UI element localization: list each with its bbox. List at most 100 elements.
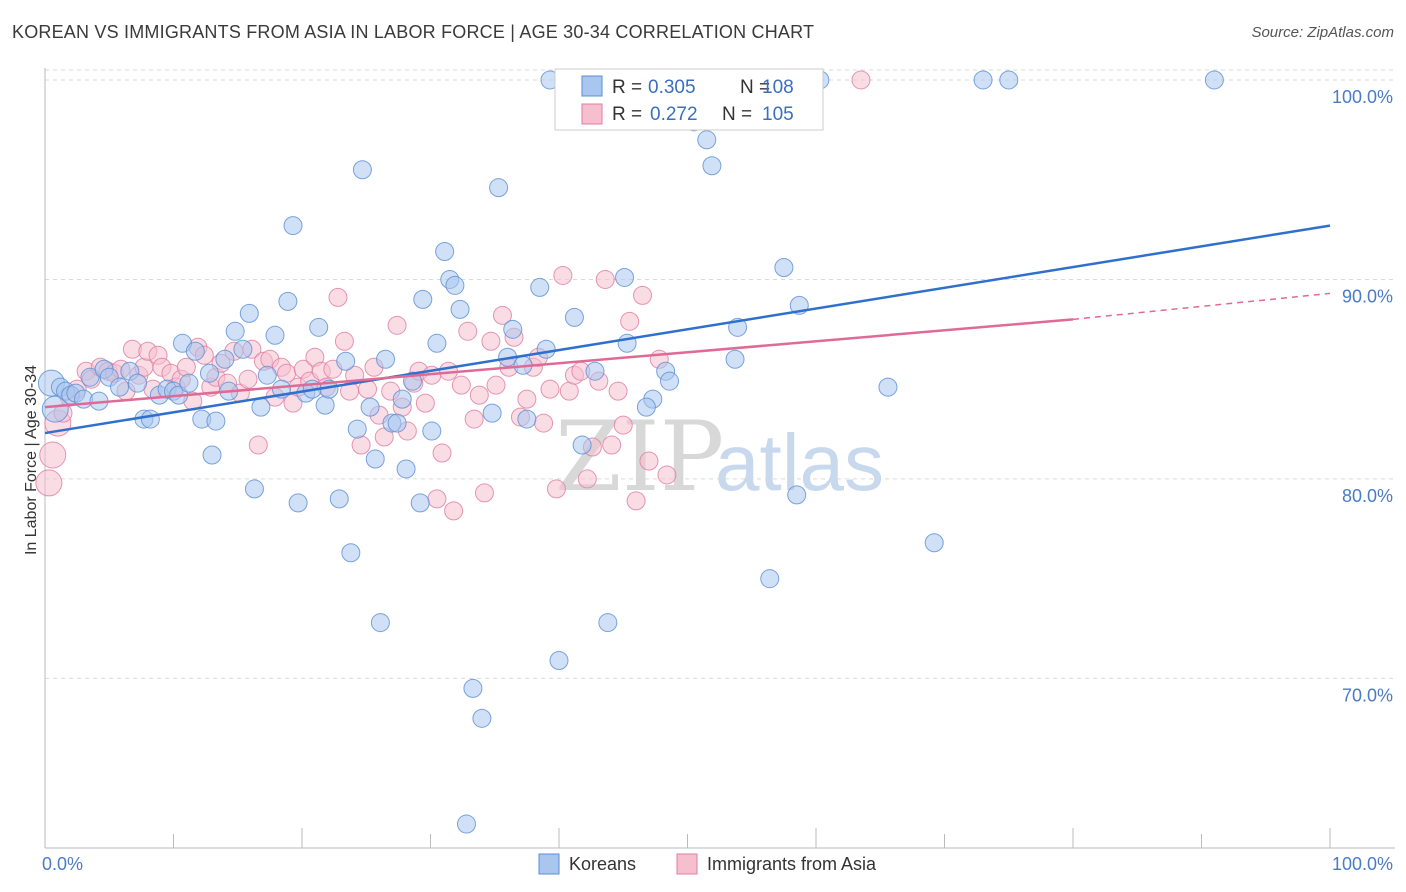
korean-point bbox=[530, 277, 550, 297]
korean-point bbox=[239, 303, 259, 323]
korean-point bbox=[445, 275, 465, 295]
korean-point bbox=[341, 543, 361, 563]
korean-point bbox=[392, 389, 412, 409]
asia-point bbox=[474, 483, 494, 503]
korean-point bbox=[225, 321, 245, 341]
x-tick-label-min: 0.0% bbox=[42, 854, 83, 874]
korean-point bbox=[376, 349, 396, 369]
korean-point bbox=[1204, 70, 1224, 90]
korean-point bbox=[598, 613, 618, 633]
bottom-legend: Koreans Immigrants from Asia bbox=[538, 853, 877, 875]
korean-point bbox=[347, 419, 367, 439]
korean-point bbox=[251, 397, 271, 417]
asia-point bbox=[39, 441, 67, 469]
chart-title: KOREAN VS IMMIGRANTS FROM ASIA IN LABOR … bbox=[12, 22, 815, 42]
y-tick-label: 90.0% bbox=[1342, 286, 1393, 306]
korean-point bbox=[202, 445, 222, 465]
asia-point bbox=[559, 381, 579, 401]
korean-point bbox=[215, 349, 235, 369]
legend-n-label-asia: N = bbox=[722, 104, 752, 125]
asia-point bbox=[595, 269, 615, 289]
korean-point bbox=[413, 289, 433, 309]
asia-point bbox=[534, 413, 554, 433]
asia-trend-line bbox=[44, 318, 1074, 409]
asia-point bbox=[602, 435, 622, 455]
korean-point bbox=[278, 291, 298, 311]
korean-point bbox=[536, 339, 556, 359]
korean-point bbox=[615, 267, 635, 287]
asia-point bbox=[328, 287, 348, 307]
asia-point bbox=[35, 469, 63, 497]
korean-point bbox=[564, 307, 584, 327]
korean-point bbox=[206, 411, 226, 431]
y-tick-label: 100.0% bbox=[1332, 87, 1393, 107]
asia-point bbox=[517, 389, 537, 409]
korean-point bbox=[179, 373, 199, 393]
korean-point bbox=[572, 435, 592, 455]
legend: R = 0.305 N = 108 R = 0.272 N = 105 bbox=[554, 68, 824, 131]
asia-point bbox=[334, 331, 354, 351]
x-tick-label-max: 100.0% bbox=[1332, 854, 1393, 874]
korean-point bbox=[973, 70, 993, 90]
legend-swatch-asia bbox=[581, 103, 603, 125]
korean-point bbox=[697, 130, 717, 150]
bottom-legend-swatch-asia bbox=[676, 853, 698, 875]
korean-point bbox=[396, 459, 416, 479]
korean-point bbox=[760, 569, 780, 589]
korean-point bbox=[878, 377, 898, 397]
asia-point bbox=[608, 381, 628, 401]
asia-point bbox=[639, 451, 659, 471]
korean-point bbox=[774, 257, 794, 277]
series-koreans bbox=[37, 70, 1224, 834]
asia-point bbox=[492, 305, 512, 325]
korean-point bbox=[702, 156, 722, 176]
watermark: ZIP atlas bbox=[555, 401, 884, 513]
asia-point bbox=[546, 479, 566, 499]
asia-point bbox=[415, 393, 435, 413]
y-tick-label: 70.0% bbox=[1342, 685, 1393, 705]
korean-point bbox=[288, 493, 308, 513]
asia-point bbox=[451, 375, 471, 395]
korean-point bbox=[549, 650, 569, 670]
asia-trend-extension bbox=[1072, 292, 1331, 321]
korean-point bbox=[233, 339, 253, 359]
asia-point bbox=[351, 435, 371, 455]
bottom-legend-swatch-koreans bbox=[538, 853, 560, 875]
korean-point bbox=[787, 485, 807, 505]
asia-point bbox=[469, 385, 489, 405]
asia-point bbox=[427, 489, 447, 509]
korean-point bbox=[427, 333, 447, 353]
bottom-legend-label-asia: Immigrants from Asia bbox=[707, 854, 877, 874]
asia-point bbox=[613, 415, 633, 435]
korean-point bbox=[725, 349, 745, 369]
korean-point bbox=[283, 216, 303, 236]
legend-swatch-koreans bbox=[581, 75, 603, 97]
source-credit: Source: ZipAtlas.com bbox=[1251, 24, 1394, 41]
korean-point bbox=[360, 397, 380, 417]
asia-point bbox=[553, 265, 573, 285]
korean-point bbox=[422, 421, 442, 441]
korean-point bbox=[463, 678, 483, 698]
asia-point bbox=[626, 491, 646, 511]
korean-point bbox=[435, 242, 455, 262]
korean-point bbox=[489, 178, 509, 198]
korean-point bbox=[450, 299, 470, 319]
asia-point bbox=[657, 465, 677, 485]
korean-point bbox=[999, 70, 1019, 90]
legend-r-label-koreans: R = bbox=[612, 77, 642, 98]
asia-point bbox=[851, 70, 871, 90]
korean-point bbox=[140, 409, 160, 429]
korean-point bbox=[503, 319, 523, 339]
korean-point bbox=[185, 341, 205, 361]
korean-point bbox=[472, 708, 492, 728]
korean-point bbox=[336, 351, 356, 371]
korean-point bbox=[352, 160, 372, 180]
legend-r-value-asia: 0.272 bbox=[650, 104, 698, 125]
korean-point bbox=[315, 395, 335, 415]
asia-point bbox=[540, 379, 560, 399]
asia-point bbox=[458, 321, 478, 341]
korean-point bbox=[517, 409, 537, 429]
y-axis-label: In Labor Force | Age 30-34 bbox=[23, 365, 40, 555]
asia-point bbox=[248, 435, 268, 455]
y-tick-label: 80.0% bbox=[1342, 486, 1393, 506]
